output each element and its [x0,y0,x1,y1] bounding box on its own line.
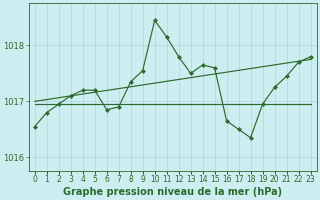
X-axis label: Graphe pression niveau de la mer (hPa): Graphe pression niveau de la mer (hPa) [63,187,282,197]
